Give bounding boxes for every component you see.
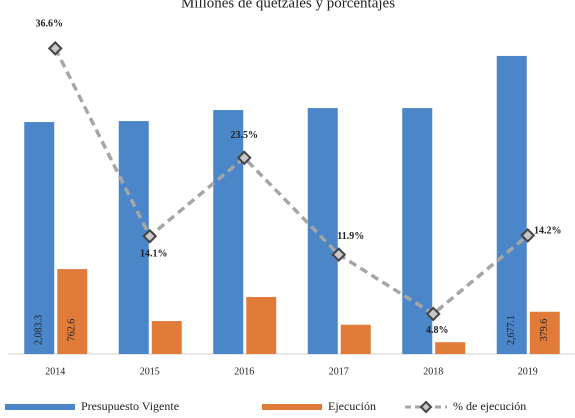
bar — [529, 311, 560, 354]
bar — [496, 55, 527, 355]
value-label: 2,677.1 — [506, 315, 517, 345]
legend-swatch — [5, 404, 75, 410]
legend-label: Ejecución — [328, 399, 376, 413]
x-tick-label: 2014 — [45, 366, 65, 377]
line — [53, 47, 529, 317]
marker — [331, 247, 347, 263]
value-label: 36.6% — [36, 19, 64, 30]
value-label: 4.8% — [426, 325, 449, 336]
chart-title: Millones de quetzales y porcentajes — [181, 0, 395, 11]
bar — [151, 321, 182, 354]
marker — [520, 228, 536, 243]
value-label: 11.9% — [337, 231, 364, 242]
bar — [246, 296, 277, 354]
value-label: 379.6 — [539, 319, 550, 342]
x-tick-label: 2015 — [140, 366, 160, 377]
marker — [142, 228, 158, 244]
legend-swatch — [262, 404, 322, 410]
value-label: 14.1% — [140, 249, 168, 260]
value-label: 23.5% — [231, 130, 259, 141]
bar — [24, 122, 55, 354]
x-tick-label: 2019 — [518, 366, 538, 377]
bar — [340, 324, 371, 354]
value-label: 762.6 — [67, 319, 78, 342]
x-tick-label: 2017 — [329, 366, 349, 377]
marker — [47, 40, 63, 56]
legend-label: Presupuesto Vigente — [81, 399, 179, 413]
bar — [435, 342, 466, 354]
marker — [236, 150, 252, 166]
bar — [402, 108, 433, 354]
value-label: 2,083.3 — [34, 315, 45, 345]
legend-label: % de ejecución — [453, 399, 526, 413]
bar — [57, 269, 88, 354]
legend-swatch — [419, 400, 433, 414]
x-tick-label: 2016 — [234, 366, 254, 377]
x-tick-label: 2018 — [423, 366, 443, 377]
bar — [307, 108, 338, 354]
bar — [213, 110, 244, 354]
value-label: 14.2% — [534, 226, 562, 237]
marker — [425, 306, 441, 322]
